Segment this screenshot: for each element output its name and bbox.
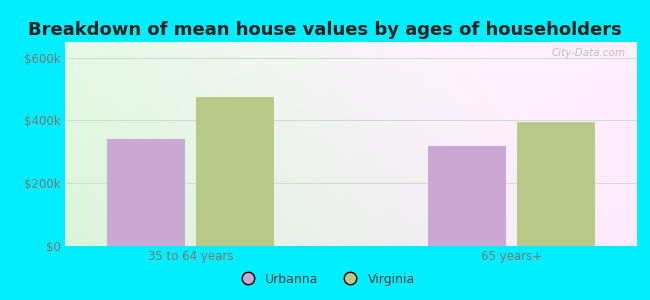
Text: Breakdown of mean house values by ages of householders: Breakdown of mean house values by ages o…: [28, 21, 622, 39]
Legend: Urbanna, Virginia: Urbanna, Virginia: [230, 268, 420, 291]
Bar: [196, 97, 274, 246]
Text: City-Data.com: City-Data.com: [551, 48, 625, 58]
Bar: [517, 122, 595, 246]
Bar: [428, 146, 506, 246]
Bar: [107, 139, 185, 246]
